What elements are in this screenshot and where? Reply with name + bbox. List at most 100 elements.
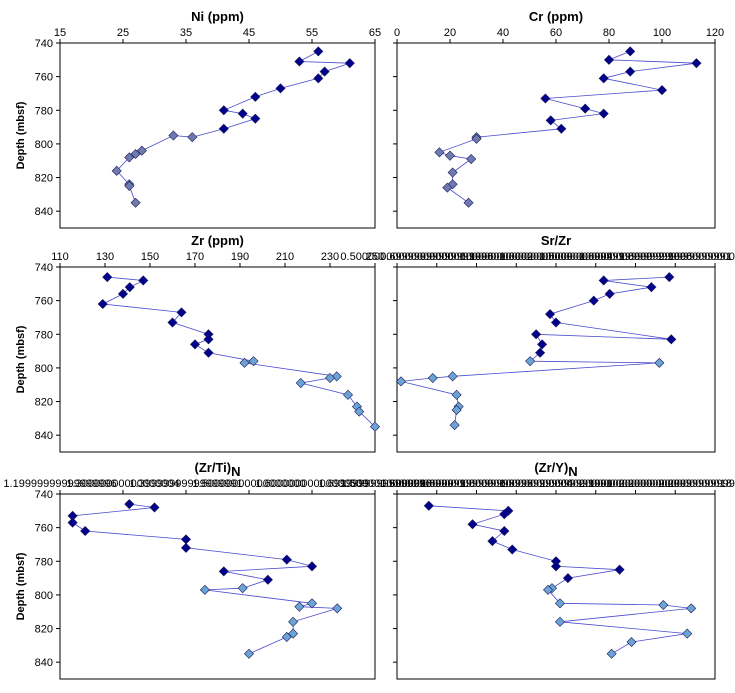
panel-ni: Ni (ppm) 15 25 35 45 55 65 740 760 780 800 820 840 De… (15, 9, 381, 229)
data-point (342, 389, 354, 400)
data-point (545, 309, 556, 320)
data-point (554, 598, 565, 609)
data-point (598, 108, 609, 119)
data-point (545, 115, 556, 126)
data-point (124, 499, 135, 510)
y-tick-label: 840 (35, 206, 53, 218)
y-axis-label: Depth (mbsf) (15, 552, 27, 620)
data-point (332, 603, 343, 614)
series-line (400, 276, 672, 426)
data-point (130, 148, 141, 160)
panel-cr: Cr (ppm) 0 20 40 60 80 100 120 (393, 9, 724, 229)
data-point (499, 509, 510, 520)
data-point (442, 182, 453, 193)
data-point (543, 584, 554, 595)
data-point (646, 282, 657, 293)
data-point (423, 500, 434, 511)
data-point (434, 147, 445, 158)
x-tick-label: 2.10000000000000009 (658, 251, 735, 263)
x-tick-label: 110 (51, 251, 69, 263)
data-point (686, 603, 697, 614)
data-point (466, 154, 477, 165)
y-tick-label: 820 (35, 624, 53, 636)
x-tick-label: 120 (706, 27, 724, 39)
data-point (625, 66, 636, 77)
data-point (250, 113, 261, 124)
x-tick-label: 2.29999999999999982 (658, 478, 735, 490)
data-point (451, 404, 462, 415)
data-point (313, 46, 324, 57)
plot-frame (59, 42, 376, 229)
x-tick-label: 1.69999999999999996 (318, 478, 431, 490)
x-tick-label: 0.69999999999999996 (380, 251, 493, 263)
data-point (395, 376, 406, 387)
y-tick-label: 820 (35, 173, 53, 185)
data-point (203, 347, 214, 358)
data-point (218, 123, 229, 134)
x-tick-label: 1.50000000000000000 (539, 251, 652, 263)
plot-frame (59, 493, 376, 680)
data-point (531, 329, 542, 340)
y-tick-label: 800 (35, 590, 53, 602)
x-tick-label: 230 (321, 251, 339, 263)
data-point (97, 298, 108, 310)
panel-zr-y: (Zr/Y)N 1.500000000000000001.600000000000… (340, 460, 735, 680)
data-point (187, 132, 198, 143)
x-tick-label: 25 (117, 27, 129, 39)
x-tick-label: 1.39999999999999991 (129, 478, 242, 490)
data-point (189, 339, 201, 350)
plot-frame (396, 493, 716, 680)
y-tick-label: 780 (35, 105, 53, 117)
data-point (237, 583, 248, 594)
x-tick-label: 1.50000000000000000 (340, 478, 453, 490)
x-tick-label: 150 (141, 251, 159, 263)
panel-title: Zr (ppm) (191, 233, 244, 248)
data-point (239, 357, 250, 368)
x-tick-label: 1.69999999999999996 (579, 251, 692, 263)
data-point (451, 389, 462, 400)
data-point (550, 317, 562, 328)
data-point (138, 275, 149, 286)
x-tick-label: 2.20000000000000018 (619, 478, 732, 490)
panel-title: Sr/Zr (541, 233, 571, 248)
y-tick-label: 760 (35, 72, 53, 84)
y-axis-label: Depth (mbsf) (15, 101, 27, 169)
x-tick-label: 60 (550, 27, 562, 39)
y-tick-label: 800 (35, 139, 53, 151)
data-point (218, 566, 229, 577)
x-tick-label: 35 (180, 27, 192, 39)
data-point (598, 275, 609, 286)
data-point (203, 334, 214, 345)
x-tick-label: 1.89999999999999991 (499, 478, 612, 490)
data-point (331, 371, 342, 382)
x-tick-label: 1.60000000000000009 (380, 478, 493, 490)
x-tick-label: 170 (186, 251, 204, 263)
data-point (507, 544, 518, 555)
x-tick-label: 100 (653, 27, 671, 39)
x-tick-label: 130 (96, 251, 114, 263)
data-point (288, 628, 299, 639)
plot-frame (59, 266, 376, 453)
data-point (281, 631, 292, 642)
data-point (369, 421, 381, 432)
panel-sr-zr: Sr/Zr 0.500000000000000000.69999999999999… (340, 233, 735, 453)
data-point (666, 334, 677, 345)
data-point (598, 73, 609, 84)
data-point (463, 197, 474, 208)
data-point (656, 85, 668, 96)
series-line (116, 51, 350, 203)
data-point (658, 599, 669, 611)
data-point (525, 356, 536, 367)
data-point (275, 83, 286, 94)
data-point (168, 130, 179, 141)
data-point (537, 339, 548, 350)
plot-frame (396, 42, 716, 229)
data-point (499, 525, 510, 537)
panel-title: (Zr/Ti)N (195, 460, 241, 479)
data-point (250, 91, 261, 102)
x-tick-label: 1.19999999999999996 (3, 478, 116, 490)
data-point (604, 288, 615, 299)
panel-title: Ni (ppm) (191, 9, 244, 24)
y-tick-label: 740 (35, 489, 53, 501)
